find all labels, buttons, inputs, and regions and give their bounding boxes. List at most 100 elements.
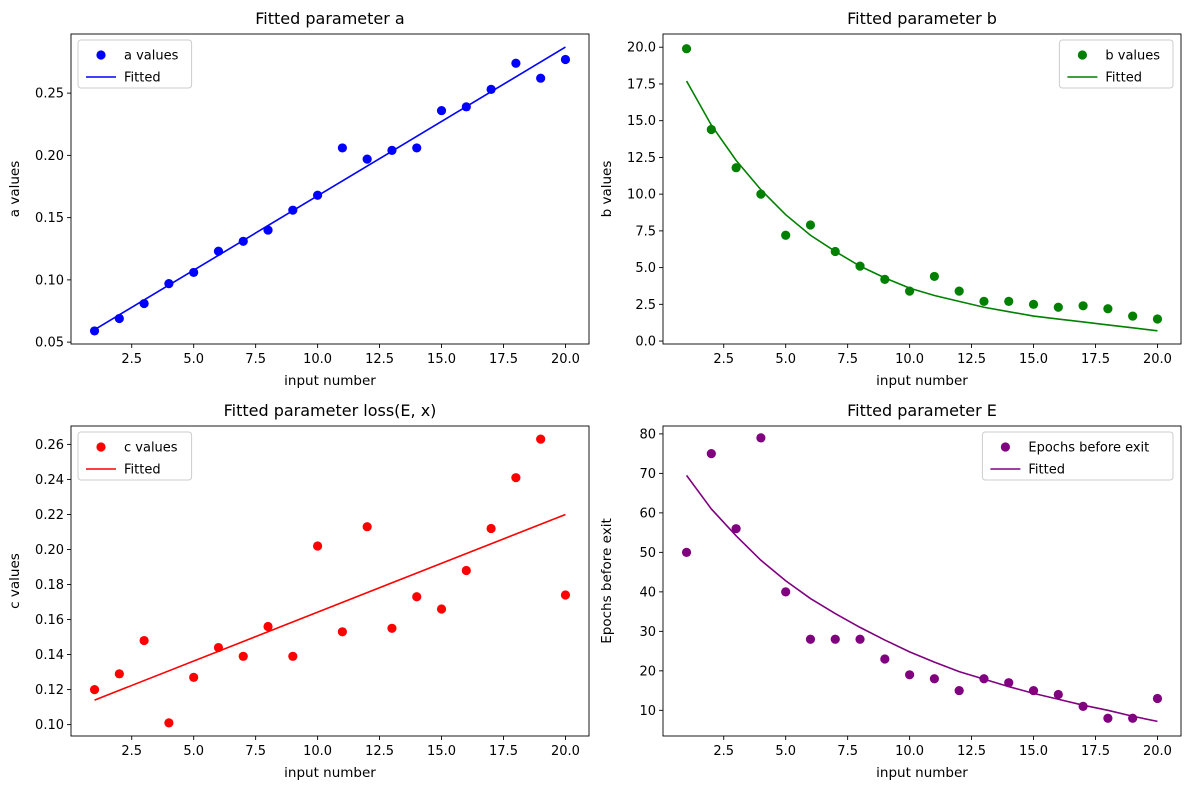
x-tick-label: 12.5 xyxy=(957,352,986,367)
y-tick-label: 0.10 xyxy=(35,273,64,288)
y-tick-label: 20.0 xyxy=(627,41,656,56)
data-point xyxy=(263,621,273,632)
y-tick-label: 0.18 xyxy=(35,578,64,593)
data-point xyxy=(511,58,521,68)
x-tick-label: 17.5 xyxy=(1081,744,1110,759)
data-point xyxy=(731,163,741,173)
data-point xyxy=(436,105,447,116)
x-tick-label: 17.5 xyxy=(489,352,518,367)
data-point xyxy=(1004,296,1014,306)
legend-box xyxy=(77,39,193,89)
legend-point-marker xyxy=(1077,50,1087,60)
x-tick-label: 2.5 xyxy=(713,352,734,367)
data-point xyxy=(756,433,766,443)
data-point xyxy=(486,84,496,95)
subplot-b: Fitted parameter b input number b values… xyxy=(599,9,1182,389)
legend-box xyxy=(77,431,193,481)
y-tick-label: 10.0 xyxy=(627,188,656,203)
x-tick-label: 5.0 xyxy=(775,352,796,367)
chart-title: Fitted parameter a xyxy=(255,9,404,28)
data-point xyxy=(1078,301,1088,311)
data-point xyxy=(1028,299,1039,309)
data-point xyxy=(929,674,939,684)
legend-entry-label: c values xyxy=(124,441,178,456)
data-point xyxy=(114,669,124,679)
x-tick-label: 12.5 xyxy=(365,352,394,367)
x-tick-label: 2.5 xyxy=(121,352,142,367)
x-axis-label: input number xyxy=(876,765,968,781)
fitted-line xyxy=(94,46,566,331)
y-tick-label: 2.5 xyxy=(635,298,656,313)
data-point xyxy=(189,267,199,278)
data-point xyxy=(1103,713,1113,723)
legend: c values Fitted xyxy=(77,431,193,481)
data-point xyxy=(486,523,496,534)
axes-frame xyxy=(662,33,1182,345)
legend-entry-label: Fitted xyxy=(124,71,161,86)
x-tick-label: 10.0 xyxy=(895,744,924,759)
legend: b values Fitted xyxy=(1058,39,1174,89)
y-tick-label: 0.0 xyxy=(635,335,656,350)
data-point xyxy=(89,684,100,695)
data-point xyxy=(189,672,199,682)
data-point xyxy=(1053,302,1063,312)
legend-point-marker xyxy=(1000,442,1011,452)
data-point xyxy=(238,651,248,661)
x-axis-label: input number xyxy=(284,765,376,781)
x-tick-label: 5.0 xyxy=(183,352,204,367)
legend-entry-label: a values xyxy=(124,49,179,64)
data-point xyxy=(139,635,149,646)
x-tick-label: 10.0 xyxy=(303,744,332,759)
chart-title: Fitted parameter loss(E, x) xyxy=(224,401,437,420)
data-point xyxy=(781,230,791,240)
data-point xyxy=(805,220,816,230)
x-tick-label: 15.0 xyxy=(427,744,456,759)
y-tick-label: 0.14 xyxy=(35,648,64,663)
data-point xyxy=(681,44,692,54)
y-tick-label: 10 xyxy=(639,704,656,719)
subplot-c: Fitted parameter loss(E, x) input number… xyxy=(7,401,590,781)
y-tick-label: 12.5 xyxy=(627,151,656,166)
data-point xyxy=(362,154,372,164)
x-tick-label: 20.0 xyxy=(1143,744,1172,759)
data-point xyxy=(1004,678,1014,688)
x-tick-label: 10.0 xyxy=(303,352,332,367)
y-tick-label: 0.25 xyxy=(35,87,64,102)
chart-title: Fitted parameter E xyxy=(847,401,997,420)
subplot-e: Fitted parameter E input number Epochs b… xyxy=(599,401,1182,781)
legend: a values Fitted xyxy=(77,39,193,89)
y-tick-label: 20 xyxy=(639,664,656,679)
x-tick-label: 7.5 xyxy=(245,352,266,367)
data-point xyxy=(313,541,323,551)
data-point xyxy=(387,623,397,633)
axes-frame xyxy=(70,425,590,737)
data-point xyxy=(511,473,521,483)
data-point xyxy=(412,592,422,602)
data-point xyxy=(288,651,298,661)
x-tick-label: 17.5 xyxy=(1081,352,1110,367)
y-axis-label: a values xyxy=(7,161,23,217)
x-tick-label: 2.5 xyxy=(121,744,142,759)
x-tick-label: 7.5 xyxy=(245,744,266,759)
y-tick-label: 80 xyxy=(639,427,656,442)
y-tick-label: 17.5 xyxy=(627,77,656,92)
data-point xyxy=(830,634,840,644)
data-point xyxy=(905,670,915,680)
data-point xyxy=(164,718,174,728)
y-tick-label: 7.5 xyxy=(635,224,656,239)
y-axis-label: c values xyxy=(7,553,23,609)
y-tick-label: 0.16 xyxy=(35,613,64,628)
x-tick-label: 7.5 xyxy=(837,744,858,759)
legend-point-marker xyxy=(96,50,106,60)
data-point xyxy=(536,73,546,83)
y-tick-label: 70 xyxy=(639,467,656,482)
data-point xyxy=(337,143,347,153)
y-tick-label: 5.0 xyxy=(635,261,656,276)
y-axis-label: Epochs before exit xyxy=(599,518,615,644)
data-point xyxy=(880,654,890,664)
y-tick-label: 0.05 xyxy=(35,336,64,351)
y-tick-label: 60 xyxy=(639,506,656,521)
legend: Epochs before exit Fitted xyxy=(981,431,1174,481)
